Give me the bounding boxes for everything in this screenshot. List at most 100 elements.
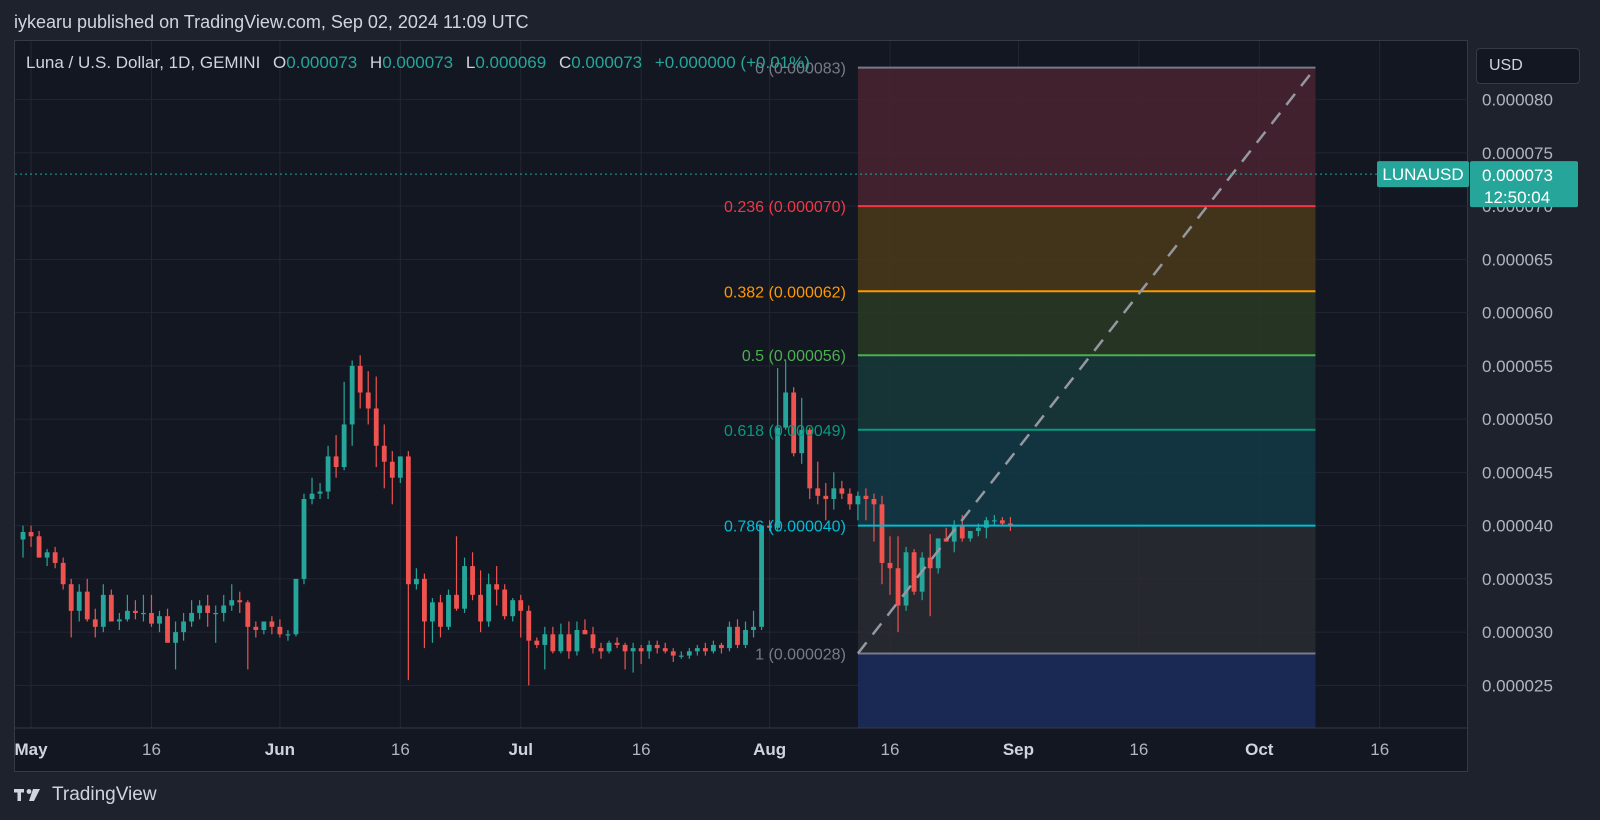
candle-body — [44, 552, 50, 558]
candle — [173, 621, 178, 670]
candle-body — [574, 630, 580, 652]
fibonacci-retracement — [857, 67, 1316, 728]
candle — [149, 594, 154, 627]
candle-body — [654, 644, 660, 649]
candle-body — [735, 626, 740, 645]
candle-body — [405, 456, 411, 585]
candle — [317, 483, 323, 499]
price-axis: 0.000025 0.000030 0.000035 0.000040 0.000045… — [1377, 91, 1578, 695]
candle — [349, 360, 355, 446]
candle — [558, 623, 564, 654]
candle — [269, 616, 275, 635]
candle — [494, 566, 500, 606]
fib-band-0.5 — [857, 355, 1316, 430]
candle — [967, 530, 973, 542]
candle — [84, 578, 90, 622]
candle-body — [959, 525, 965, 539]
candle-body — [20, 532, 26, 540]
footer-brand[interactable]: TradingView — [14, 784, 157, 806]
candle — [116, 612, 122, 631]
candle — [28, 525, 34, 547]
candle-body — [719, 644, 724, 649]
symbol-badge-text: LUNAUSD — [1382, 165, 1463, 184]
tradingview-logo-icon — [14, 789, 40, 801]
candle — [582, 619, 588, 635]
candle — [759, 525, 764, 631]
fib-label-1: 1 (0.000028) — [755, 646, 846, 663]
candle-body — [213, 612, 219, 615]
candle-body — [847, 493, 853, 505]
candle-body — [775, 427, 781, 528]
overlay: 0 (0.000083) 0.236 (0.000070) 0.382 (0.000… — [15, 61, 1468, 663]
candle — [670, 648, 676, 662]
candle-body — [116, 619, 122, 622]
candle — [839, 480, 845, 499]
candle — [927, 534, 933, 617]
candle — [237, 591, 243, 613]
candle — [76, 584, 82, 622]
candle-body — [935, 538, 941, 569]
candle-body — [590, 634, 596, 649]
candle-body — [277, 626, 283, 635]
time-tick-label: 16 — [1370, 740, 1389, 759]
candle — [991, 514, 997, 526]
candle — [245, 600, 251, 670]
candle-body — [28, 532, 34, 537]
candle — [165, 608, 170, 643]
candle-body — [678, 655, 684, 657]
candle-body — [36, 536, 42, 558]
time-tick-label: 16 — [1129, 740, 1148, 759]
candle — [365, 371, 371, 425]
candle-body — [702, 648, 708, 652]
candle-body — [534, 640, 540, 645]
candle-body — [911, 552, 917, 592]
candle-body — [983, 520, 989, 528]
candle — [614, 637, 620, 649]
candle-body — [791, 392, 797, 454]
candle-body — [373, 408, 379, 446]
price-tick-label: 0.000050 — [1482, 410, 1553, 429]
candle-body — [999, 520, 1005, 524]
candle-body — [365, 392, 371, 409]
candle — [919, 552, 925, 601]
candle — [983, 517, 989, 539]
time-axis: May 16 Jun 16 Jul 16 Aug 16 Sep 16 Oct 16 — [15, 727, 1468, 759]
candle-body — [92, 619, 98, 627]
candle-body — [510, 600, 516, 617]
legend-close-label: C — [558, 53, 572, 72]
candle — [807, 427, 813, 499]
candle — [694, 644, 700, 656]
candle — [44, 549, 50, 567]
candle — [606, 640, 612, 654]
candle — [999, 517, 1005, 526]
candle-body — [245, 602, 251, 627]
currency-button[interactable]: USD — [1476, 48, 1580, 84]
time-tick-label: 16 — [881, 740, 900, 759]
candle — [799, 397, 805, 464]
candle — [1008, 517, 1013, 531]
candle-body — [606, 642, 612, 652]
candle — [253, 621, 259, 638]
time-tick-label: Oct — [1245, 740, 1274, 759]
candle-body — [743, 630, 748, 645]
candle-body — [397, 456, 403, 478]
candle-body — [157, 616, 162, 624]
fib-band-extension — [857, 653, 1316, 728]
candle — [261, 621, 267, 635]
fib-label-0.382: 0.382 (0.000062) — [724, 284, 846, 301]
candle — [333, 435, 339, 478]
candle-body — [839, 488, 845, 494]
candle-body — [478, 594, 484, 622]
candle — [751, 610, 756, 638]
candle — [678, 651, 684, 659]
candle — [791, 387, 797, 457]
candle — [590, 626, 596, 654]
candle — [871, 493, 877, 542]
candle-body — [60, 562, 66, 585]
candle-body — [502, 589, 508, 617]
candle-body — [229, 600, 235, 606]
candle-body — [646, 644, 652, 652]
symbol-badge-bg — [1377, 161, 1469, 188]
candle-body — [887, 562, 893, 569]
